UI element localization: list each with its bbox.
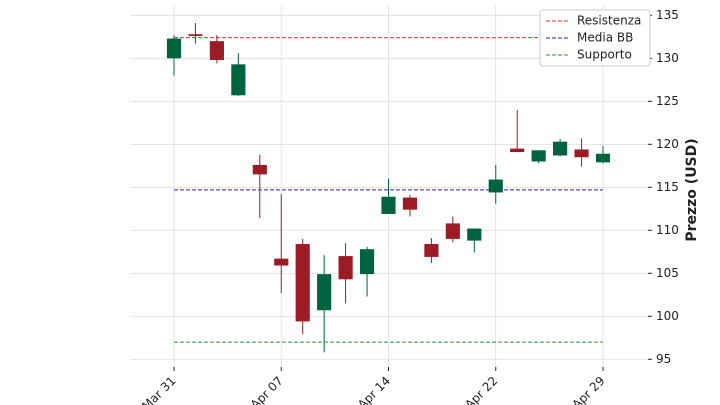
candle-body xyxy=(467,228,482,241)
candle-body xyxy=(574,149,589,158)
x-tick-label: Apr 07 xyxy=(248,374,286,405)
candle-body xyxy=(531,150,546,162)
candle-body xyxy=(317,274,332,311)
candle-body xyxy=(445,223,460,239)
y-tick-label: 95 xyxy=(656,352,671,366)
x-tick-label: Apr 29 xyxy=(570,374,608,405)
candle-body xyxy=(166,38,182,59)
candle-body xyxy=(252,164,267,175)
y-tick-label: 125 xyxy=(656,94,679,108)
candle-body xyxy=(338,256,353,280)
candle-body xyxy=(595,153,611,163)
candle-body xyxy=(510,148,525,153)
x-tick-label: Mar 31 xyxy=(139,374,178,405)
candle-body xyxy=(188,34,203,36)
candle-body xyxy=(402,197,418,210)
candle-body xyxy=(274,258,289,266)
candle-body xyxy=(359,249,375,275)
y-tick-label: 105 xyxy=(656,266,679,280)
candle-body xyxy=(295,244,310,322)
y-tick-label: 130 xyxy=(656,51,679,65)
y-tick-label: 110 xyxy=(656,223,679,237)
y-axis-label: Prezzo (USD) xyxy=(684,138,700,241)
legend: Resistenza Media BB Supporto xyxy=(539,9,651,67)
candle-body xyxy=(553,141,568,156)
legend-label: Media BB xyxy=(577,31,633,45)
y-tick-label: 120 xyxy=(656,137,679,151)
x-tick-label: Apr 14 xyxy=(355,374,393,405)
y-tick-label: 135 xyxy=(656,8,679,22)
candle-body xyxy=(209,41,224,61)
legend-label: Supporto xyxy=(577,48,632,62)
candle-body xyxy=(231,64,246,96)
y-tick-label: 100 xyxy=(656,309,679,323)
candle-body xyxy=(381,196,396,214)
candle-body xyxy=(424,244,439,257)
y-tick-label: 115 xyxy=(656,180,679,194)
x-tick-label: Apr 22 xyxy=(462,374,500,405)
legend-label: Resistenza xyxy=(577,14,641,28)
candle-body xyxy=(488,179,503,193)
legend-box xyxy=(539,9,651,67)
